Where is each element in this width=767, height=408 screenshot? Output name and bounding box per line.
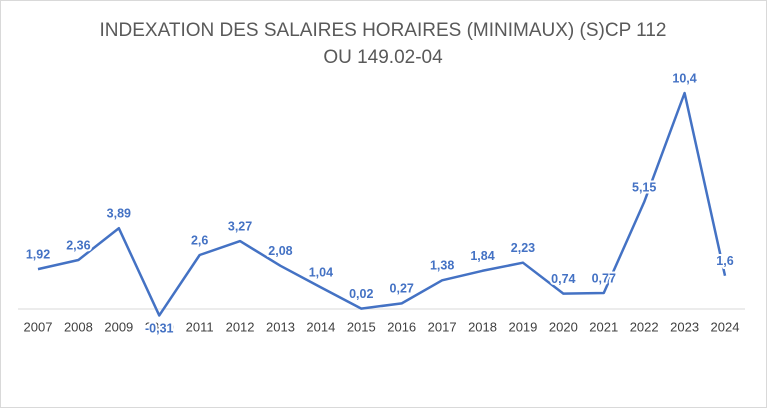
x-tick-label: 2011: [186, 319, 214, 334]
x-tick-label: 2023: [670, 319, 699, 334]
data-label: 5,15: [632, 180, 656, 194]
x-tick-label: 2019: [508, 319, 537, 334]
x-tick-label: 2020: [549, 319, 578, 334]
x-tick-label: 2022: [630, 319, 659, 334]
x-tick-label: 2014: [306, 319, 335, 334]
data-label: 10,4: [672, 71, 696, 85]
data-label: 3,89: [107, 207, 131, 221]
x-tick-label: 2012: [226, 319, 255, 334]
data-label: 1,6: [716, 254, 733, 268]
x-tick-label: 2007: [24, 319, 53, 334]
data-label: 2,08: [268, 244, 292, 258]
data-label: 2,6: [191, 233, 208, 247]
x-tick-label: 2018: [468, 319, 497, 334]
x-tick-label: 2010: [145, 319, 174, 334]
chart-title: OU 149.02-04: [323, 47, 443, 68]
data-label: 0,77: [592, 271, 616, 285]
x-tick-label: 2015: [347, 319, 376, 334]
data-label: 2,36: [66, 238, 90, 252]
x-tick-label: 2009: [104, 319, 133, 334]
x-tick-label: 2016: [387, 319, 416, 334]
x-tick-label: 2017: [428, 319, 457, 334]
x-tick-label: 2024: [711, 319, 740, 334]
data-label: 1,92: [26, 247, 50, 261]
chart-title: INDEXATION DES SALAIRES HORAIRES (MINIMA…: [100, 20, 667, 41]
data-label: -0,31: [145, 322, 174, 336]
x-tick-label: 2013: [266, 319, 295, 334]
x-tick-label: 2008: [64, 319, 93, 334]
data-label: 0,74: [551, 272, 575, 286]
line: [37, 91, 727, 317]
data-label: 3,27: [228, 219, 252, 233]
data-label: 0,27: [390, 282, 414, 296]
data-label: 2,23: [511, 241, 535, 255]
data-label: 1,38: [430, 259, 454, 273]
data-label: 1,84: [470, 249, 494, 263]
x-tick-label: 2021: [589, 319, 618, 334]
data-label: 1,04: [309, 266, 333, 280]
data-label: 0,02: [349, 287, 373, 301]
